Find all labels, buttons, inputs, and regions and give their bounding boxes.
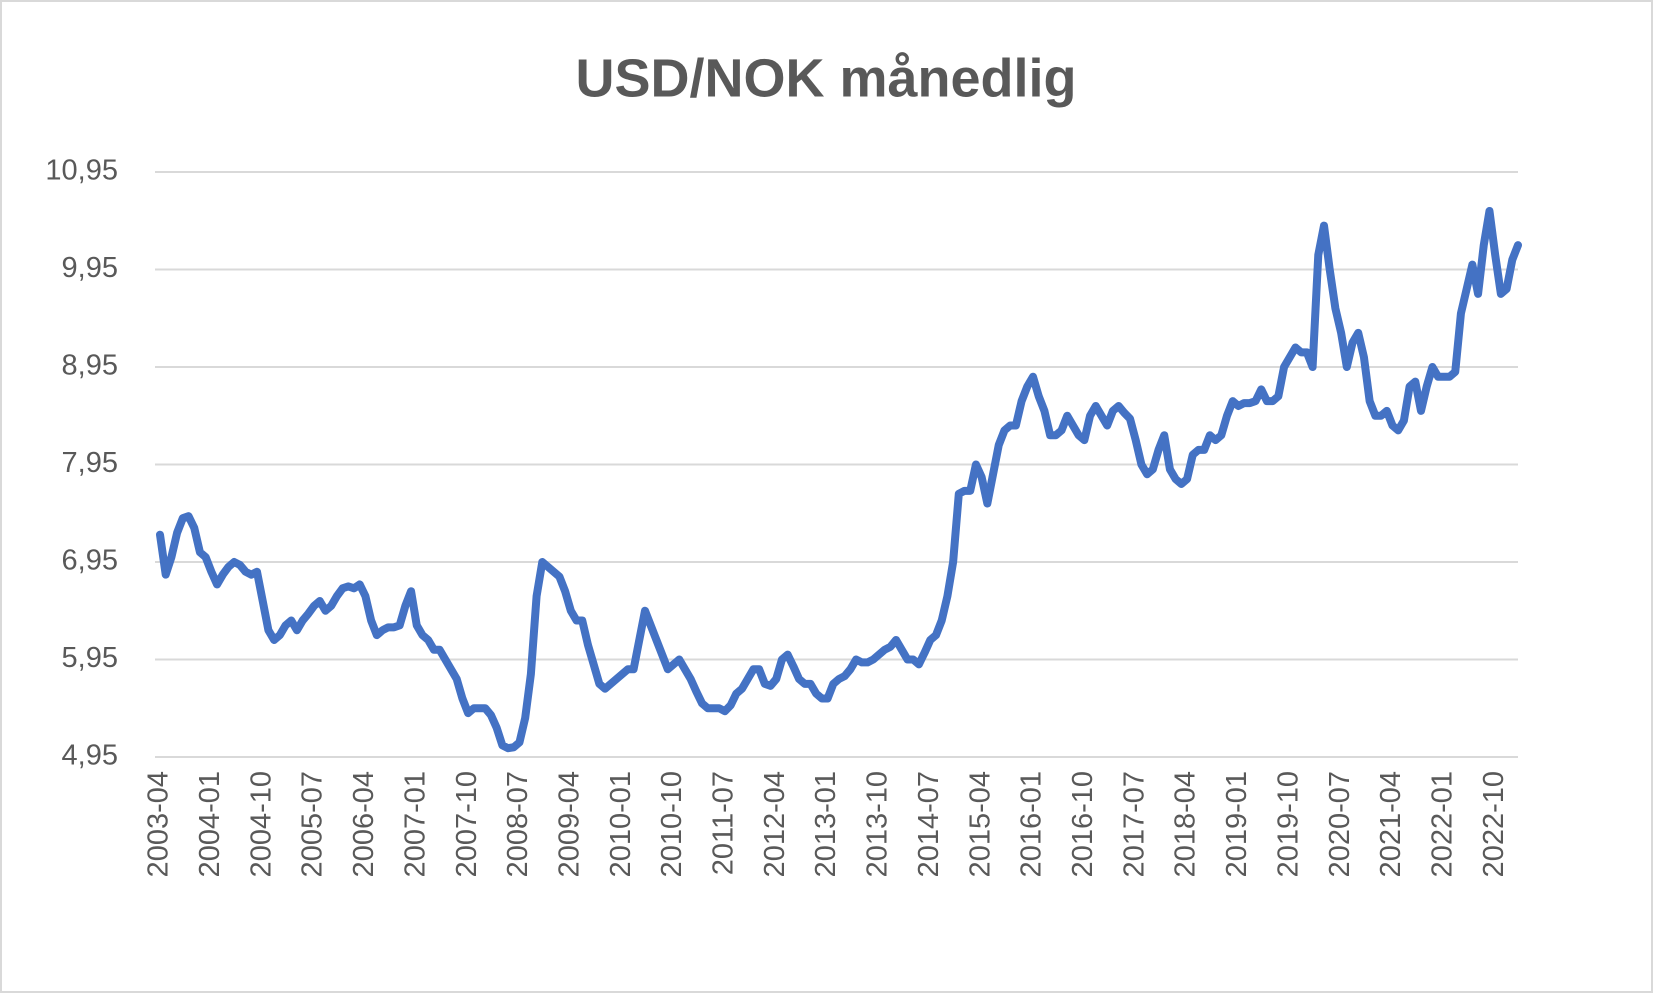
x-tick-label: 2007-01 <box>399 771 431 877</box>
x-tick-label: 2013-10 <box>862 771 894 877</box>
x-tick-label: 2006-04 <box>348 771 380 877</box>
x-tick-label: 2005-07 <box>297 771 329 877</box>
x-tick-label: 2010-10 <box>656 771 688 877</box>
x-tick-label: 2016-01 <box>1016 771 1048 877</box>
x-tick-label: 2018-04 <box>1170 771 1202 877</box>
x-tick-label: 2004-10 <box>245 771 277 877</box>
x-tick-label: 2010-01 <box>605 771 637 877</box>
y-tick-label: 9,95 <box>62 252 118 284</box>
y-tick-label: 7,95 <box>62 447 118 479</box>
x-tick-label: 2015-04 <box>964 771 996 877</box>
y-tick-label: 4,95 <box>62 740 118 772</box>
y-tick-label: 6,95 <box>62 545 118 577</box>
y-tick-label: 10,95 <box>45 155 118 187</box>
x-tick-label: 2004-01 <box>194 771 226 877</box>
x-tick-label: 2022-01 <box>1426 771 1458 877</box>
x-tick-label: 2017-07 <box>1118 771 1150 877</box>
x-tick-label: 2019-10 <box>1272 771 1304 877</box>
x-tick-label: 2016-10 <box>1067 771 1099 877</box>
y-tick-label: 5,95 <box>62 642 118 674</box>
x-tick-label: 2020-07 <box>1324 771 1356 877</box>
x-tick-label: 2019-01 <box>1221 771 1253 877</box>
x-tick-label: 2007-10 <box>451 771 483 877</box>
x-tick-label: 2012-04 <box>759 771 791 877</box>
y-tick-label: 8,95 <box>62 350 118 382</box>
x-tick-label: 2009-04 <box>553 771 585 877</box>
x-tick-label: 2014-07 <box>913 771 945 877</box>
x-tick-label: 2022-10 <box>1478 771 1510 877</box>
x-tick-label: 2011-07 <box>708 771 740 875</box>
x-tick-label: 2013-01 <box>810 771 842 877</box>
x-tick-label: 2003-04 <box>143 771 175 877</box>
chart-title: USD/NOK månedlig <box>575 48 1076 108</box>
x-tick-label: 2021-04 <box>1375 771 1407 877</box>
data-line <box>156 207 1522 753</box>
x-tick-label: 2008-07 <box>502 771 534 877</box>
